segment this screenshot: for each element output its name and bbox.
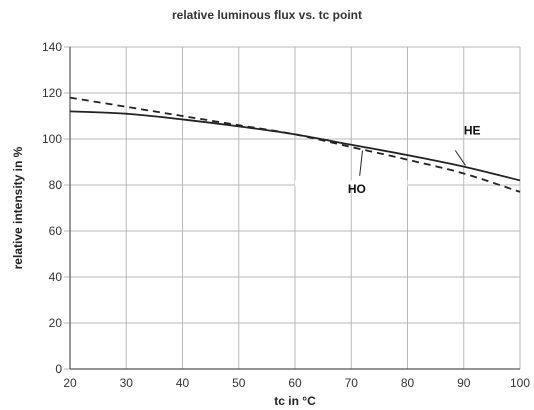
x-axis-label: tc in °C bbox=[274, 394, 316, 408]
axes bbox=[69, 47, 520, 370]
y-tick-label: 100 bbox=[42, 132, 62, 146]
annotations: HE HO bbox=[295, 123, 481, 196]
annotation-ho: HO bbox=[348, 182, 366, 196]
chart-title: relative luminous flux vs. tc point bbox=[171, 8, 363, 22]
annotation-leader-ho bbox=[359, 150, 363, 176]
y-tick-label: 40 bbox=[49, 270, 63, 284]
x-tick-label: 30 bbox=[120, 376, 134, 390]
series-line-ho bbox=[69, 96, 521, 193]
y-tick-label: 140 bbox=[42, 40, 62, 54]
x-tick-label: 100 bbox=[510, 376, 530, 390]
x-tick-label: 20 bbox=[63, 376, 77, 390]
y-axis-label: relative intensity in % bbox=[11, 146, 25, 269]
y-tick-label: 0 bbox=[55, 362, 62, 376]
x-tick-label: 90 bbox=[457, 376, 471, 390]
x-tick-label: 80 bbox=[401, 376, 415, 390]
series-lines bbox=[69, 96, 521, 193]
series-line-he bbox=[69, 110, 521, 182]
annotation-leader-he bbox=[454, 150, 466, 166]
x-tick-label: 70 bbox=[345, 376, 359, 390]
y-tick-label: 120 bbox=[42, 86, 62, 100]
x-tick-label: 60 bbox=[288, 376, 302, 390]
y-tick-label: 20 bbox=[49, 316, 63, 330]
annotation-he: HE bbox=[464, 123, 481, 137]
x-tick-label: 50 bbox=[232, 376, 246, 390]
x-tick-label: 40 bbox=[176, 376, 190, 390]
y-tick-label: 60 bbox=[49, 224, 63, 238]
y-tick-label: 80 bbox=[49, 178, 63, 192]
